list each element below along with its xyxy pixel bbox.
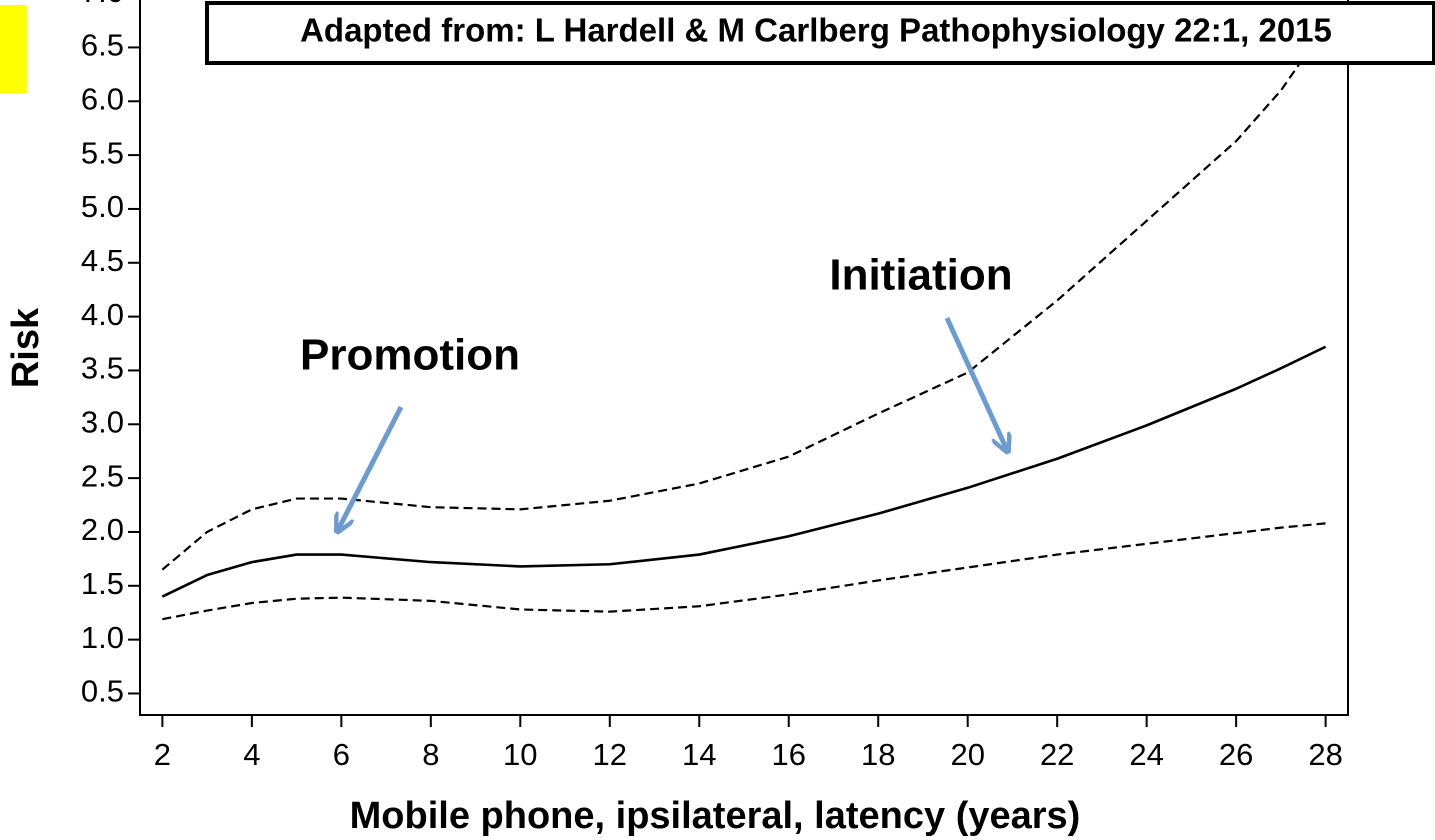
y-tick-label: 1.0 xyxy=(81,620,124,655)
y-tick-label: 0.5 xyxy=(81,674,124,709)
x-tick-label: 2 xyxy=(154,737,171,772)
series-line xyxy=(161,345,1327,598)
x-tick-label: 22 xyxy=(1040,737,1074,772)
y-tick-label: 4.5 xyxy=(81,243,124,278)
plot-frame xyxy=(139,0,1349,716)
x-tick-label: 26 xyxy=(1219,737,1253,772)
x-tick-label: 28 xyxy=(1308,737,1342,772)
y-tick-label: 2.5 xyxy=(81,458,124,493)
annotation: Initiation xyxy=(829,251,1012,300)
y-tick-label: 7.0 xyxy=(81,0,124,9)
y-tick-label: 6.5 xyxy=(81,28,124,63)
x-tick-label: 6 xyxy=(333,737,350,772)
x-tick-label: 10 xyxy=(503,737,537,772)
x-tick-label: 12 xyxy=(593,737,627,772)
x-tick-label: 18 xyxy=(861,737,895,772)
x-tick-label: 20 xyxy=(950,737,984,772)
y-tick-label: 3.5 xyxy=(81,351,124,386)
x-tick-label: 16 xyxy=(771,737,805,772)
x-tick-label: 24 xyxy=(1129,737,1163,772)
y-tick-label: 3.0 xyxy=(81,404,124,439)
y-tick-label: 4.0 xyxy=(81,297,124,332)
y-tick-label: 2.0 xyxy=(81,512,124,547)
highlight-fragment xyxy=(0,5,27,93)
annotation-arrow xyxy=(338,405,404,530)
plot-area xyxy=(161,25,1327,621)
annotation-arrow xyxy=(944,316,1007,450)
x-tick-label: 4 xyxy=(243,737,260,772)
annotation: Promotion xyxy=(300,331,520,380)
series-line xyxy=(161,25,1327,571)
x-tick-label: 14 xyxy=(682,737,716,772)
y-tick-label: 5.0 xyxy=(81,189,124,224)
y-axis-label: Risk xyxy=(5,307,47,388)
x-tick-label: 8 xyxy=(422,737,439,772)
chart-title: Adapted from: L Hardell & M Carlberg Pat… xyxy=(300,12,1332,49)
x-axis-label: Mobile phone, ipsilateral, latency (year… xyxy=(350,795,1081,837)
y-tick-label: 6.0 xyxy=(81,81,124,116)
title-box xyxy=(205,1,1435,65)
y-tick-label: 1.5 xyxy=(81,566,124,601)
series-line xyxy=(162,522,1326,621)
y-tick-label: 5.5 xyxy=(81,135,124,170)
